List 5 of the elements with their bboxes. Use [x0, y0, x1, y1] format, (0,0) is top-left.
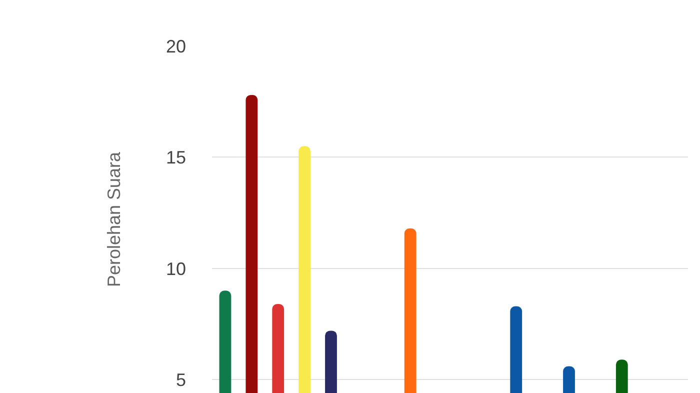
y-tick-label: 10	[166, 258, 186, 279]
y-tick-label: 20	[166, 36, 186, 56]
y-tick-label: 5	[176, 370, 186, 390]
y-tick-label: 15	[166, 148, 186, 168]
y-axis-title: Perolehan Suara	[104, 150, 124, 288]
